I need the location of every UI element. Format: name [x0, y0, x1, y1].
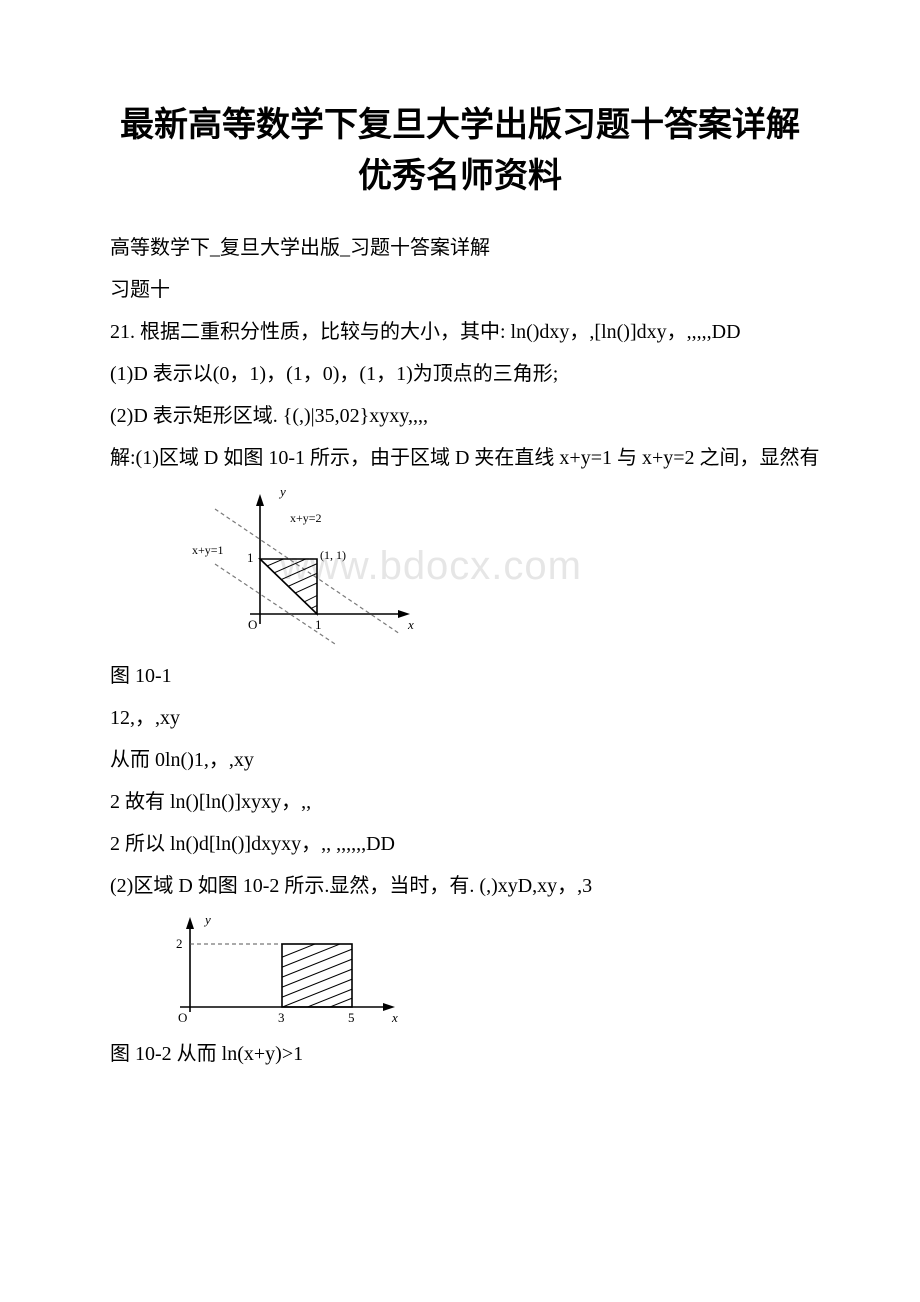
title-line-2: 优秀名师资料: [358, 157, 562, 195]
paragraph: 2 所以 ln()d[ln()]dxyxy，,, ,,,,,,DD: [70, 826, 850, 862]
paragraph: (2)区域 D 如图 10-2 所示.显然，当时，有. (,)xyD,xy，,3: [70, 868, 850, 904]
figure-10-1: www.bdocx.com O 1 1 y x: [160, 484, 850, 654]
x-one-label: 1: [315, 617, 322, 632]
title-line-1: 最新高等数学下复旦大学出版习题十答案详解: [120, 106, 800, 144]
origin-label: O: [178, 1010, 187, 1025]
origin-label: O: [248, 617, 257, 632]
x-five-label: 5: [348, 1010, 355, 1025]
figure-caption: 图 10-2 从而 ln(x+y)>1: [70, 1036, 850, 1072]
vertex-label: (1, 1): [320, 548, 346, 562]
line-label-2: x+y=2: [290, 511, 322, 525]
y-axis-label: y: [278, 484, 286, 499]
paragraph: 从而 0ln()1,，,xy: [70, 742, 850, 778]
figure-caption: 图 10-1: [70, 658, 850, 694]
y-two-label: 2: [176, 936, 183, 951]
paragraph: 12,，,xy: [70, 700, 850, 736]
page-title: 最新高等数学下复旦大学出版习题十答案详解 优秀名师资料: [70, 100, 850, 202]
paragraph: 21. 根据二重积分性质，比较与的大小，其中: ln()dxy，,[ln()]d…: [70, 314, 850, 350]
y-axis-label: y: [203, 912, 211, 927]
x-axis-label: x: [407, 617, 414, 632]
figure-10-2: O 2 3 5 y x: [160, 912, 850, 1032]
x-three-label: 3: [278, 1010, 285, 1025]
paragraph: 2 故有 ln()[ln()]xyxy，,,: [70, 784, 850, 820]
x-axis-label: x: [391, 1010, 398, 1025]
paragraph: 高等数学下_复旦大学出版_习题十答案详解: [70, 230, 850, 266]
paragraph: 解:(1)区域 D 如图 10-1 所示，由于区域 D 夹在直线 x+y=1 与…: [70, 440, 850, 476]
paragraph: (2)D 表示矩形区域. {(,)|35,02}xyxy,,,,: [70, 398, 850, 434]
paragraph: 习题十: [70, 272, 850, 308]
paragraph: (1)D 表示以(0，1)，(1，0)，(1，1)为顶点的三角形;: [70, 356, 850, 392]
y-one-label: 1: [247, 550, 254, 565]
line-label-1: x+y=1: [192, 543, 224, 557]
